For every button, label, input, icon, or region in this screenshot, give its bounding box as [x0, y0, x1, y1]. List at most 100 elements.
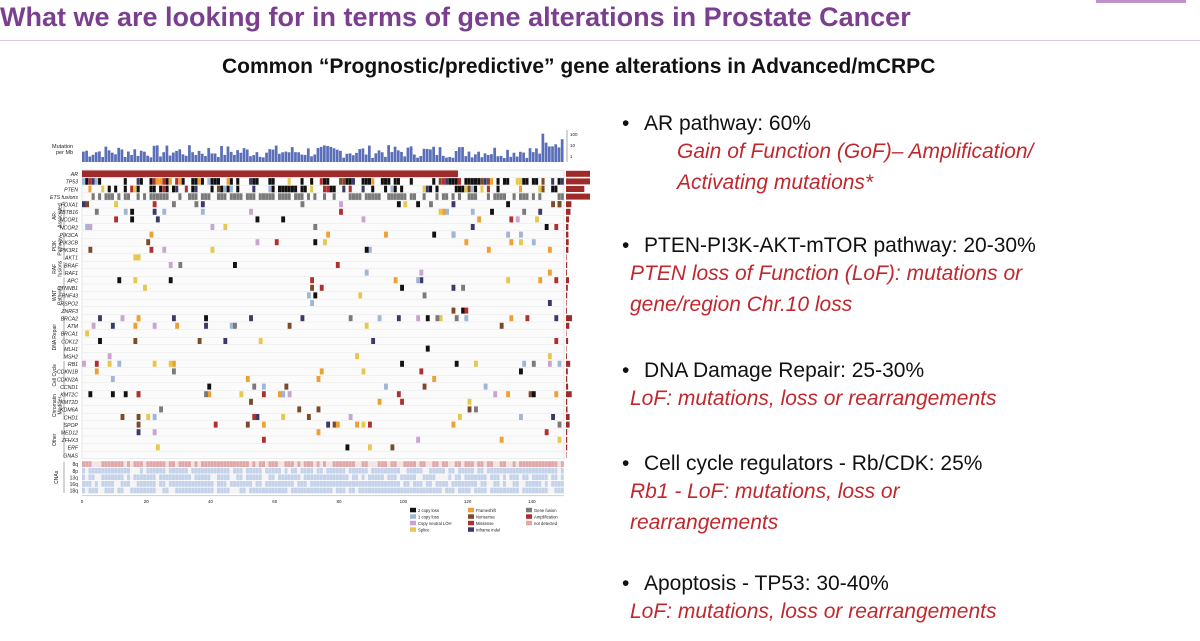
cna-cell — [191, 474, 195, 481]
cna-cell — [226, 467, 230, 474]
alteration-cell — [207, 383, 212, 390]
cna-cell — [104, 474, 108, 481]
legend-label: Missense — [476, 521, 494, 526]
alteration-cell — [310, 277, 315, 284]
cna-cell — [255, 481, 259, 487]
cna-cell — [306, 481, 310, 487]
alteration-cell — [348, 315, 353, 322]
cna-cell — [384, 467, 388, 474]
cna-cell — [136, 481, 140, 487]
alteration-cell — [149, 178, 153, 185]
gene-label: APC — [66, 279, 78, 285]
cna-cell — [538, 487, 542, 494]
alteration-cell — [451, 284, 456, 291]
cna-cell — [184, 487, 188, 494]
bullet-apoptosis: • Apoptosis - TP53: 30-40% LoF: mutations… — [622, 572, 997, 627]
alteration-cell — [432, 231, 437, 238]
cna-cell — [91, 467, 95, 474]
cna-cell — [216, 481, 221, 487]
cna-cell — [107, 467, 111, 474]
mutation-bar — [252, 155, 256, 162]
cna-cell — [294, 467, 298, 474]
cna-cell — [506, 487, 510, 494]
cna-cell — [284, 467, 288, 474]
mutation-bar — [435, 155, 439, 162]
mutation-bar — [422, 148, 426, 162]
cna-cell — [400, 467, 404, 474]
cna-cell — [155, 474, 159, 481]
alteration-cell — [82, 178, 86, 185]
alteration-cell — [470, 185, 474, 193]
mutation-bar — [213, 153, 217, 162]
alteration-cell — [197, 178, 201, 185]
cna-cell — [429, 481, 433, 487]
alteration-cell — [191, 193, 195, 200]
cna-cell — [178, 467, 182, 474]
cna-cell — [91, 481, 95, 487]
cna-cell — [98, 474, 102, 481]
cna-cell — [486, 487, 490, 494]
alteration-cell — [204, 391, 208, 398]
alteration-cell — [316, 406, 321, 413]
cna-cell — [541, 474, 545, 481]
alteration-cell — [464, 178, 468, 185]
cna-cell — [236, 481, 240, 487]
alteration-cell — [364, 178, 368, 185]
alteration-cell — [85, 178, 89, 185]
cna-cell — [400, 461, 404, 467]
alteration-cell — [435, 185, 439, 193]
cna-cell — [268, 467, 272, 474]
alteration-cell — [429, 201, 433, 208]
cna-cell — [258, 461, 262, 467]
alteration-cell — [390, 193, 394, 200]
alteration-cell — [416, 436, 421, 443]
cna-cell — [294, 481, 298, 487]
cna-cell — [438, 474, 442, 481]
cna-cell — [384, 481, 388, 487]
mutation-bar — [197, 150, 201, 162]
cna-cell — [290, 474, 294, 481]
mutation-bar — [515, 156, 519, 162]
cna-cell — [509, 487, 513, 494]
mutation-bar — [480, 157, 484, 162]
cna-cell — [175, 474, 179, 481]
cna-cell — [123, 461, 127, 467]
alteration-cell — [560, 193, 564, 200]
alteration-cell — [91, 322, 96, 329]
alteration-cell — [178, 193, 182, 200]
cna-cell — [515, 461, 519, 467]
cna-cell — [278, 481, 282, 487]
cna-cell — [538, 467, 542, 474]
alteration-cell — [519, 193, 523, 200]
alteration-cell — [316, 376, 321, 382]
mutation-bar — [522, 152, 525, 162]
mutation-bar — [477, 151, 480, 162]
cna-cell — [114, 461, 118, 467]
cna-cell — [535, 487, 539, 494]
cna-cell — [535, 467, 539, 474]
cna-cell — [136, 461, 140, 467]
alteration-cell — [136, 254, 141, 261]
cna-cell — [319, 481, 323, 487]
cna-cell — [300, 467, 304, 474]
cna-cell — [316, 474, 320, 481]
frequency-bar — [566, 383, 569, 390]
alteration-cell — [499, 322, 504, 329]
cna-cell — [464, 474, 468, 481]
cna-cell — [519, 487, 523, 494]
cna-cell — [506, 467, 510, 474]
cna-cell — [271, 474, 275, 481]
cna-cell — [130, 487, 134, 494]
alteration-cell — [271, 185, 275, 193]
cna-cell — [425, 487, 429, 494]
cna-cell — [233, 467, 237, 474]
alteration-cell — [152, 193, 156, 200]
cna-cell — [104, 481, 108, 487]
mutation-bar — [152, 145, 156, 162]
cna-cell — [557, 474, 561, 481]
alteration-cell — [390, 185, 394, 193]
cna-cell — [281, 481, 285, 487]
alteration-cell — [101, 185, 105, 193]
alteration-cell — [168, 262, 173, 268]
cna-cell — [114, 481, 118, 487]
